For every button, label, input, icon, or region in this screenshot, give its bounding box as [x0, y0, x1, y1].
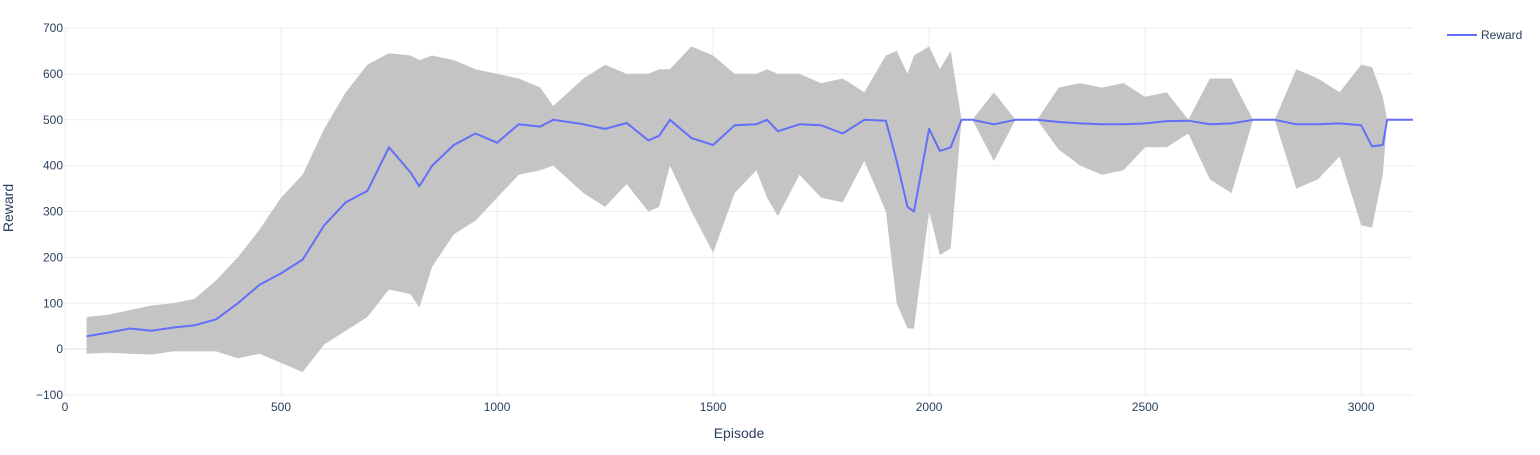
legend[interactable]: Reward: [1447, 28, 1522, 42]
legend-label-reward: Reward: [1481, 28, 1522, 42]
y-tick-label: 400: [43, 159, 63, 173]
y-tick-label: 300: [43, 205, 63, 219]
x-tick-label: 500: [271, 400, 291, 414]
y-axis-title: Reward: [0, 184, 16, 232]
y-tick-label: 700: [43, 21, 63, 35]
x-tick-label: 1500: [700, 400, 727, 414]
x-tick-label: 2500: [1132, 400, 1159, 414]
y-tick-label: 600: [43, 67, 63, 81]
y-tick-label: −100: [36, 388, 63, 402]
x-tick-label: 2000: [916, 400, 943, 414]
y-tick-label: 100: [43, 296, 63, 310]
y-tick-label: 0: [56, 342, 63, 356]
y-tick-label: 200: [43, 250, 63, 264]
x-tick-label: 1000: [484, 400, 511, 414]
x-tick-label: 0: [62, 400, 69, 414]
y-tick-label: 500: [43, 113, 63, 127]
line-layer: [86, 118, 1413, 338]
band-layer: [86, 46, 1414, 373]
x-axis-title: Episode: [714, 425, 765, 441]
x-tick-label: 3000: [1348, 400, 1375, 414]
reward-band: [86, 46, 1414, 373]
reward-line: [86, 118, 1413, 338]
